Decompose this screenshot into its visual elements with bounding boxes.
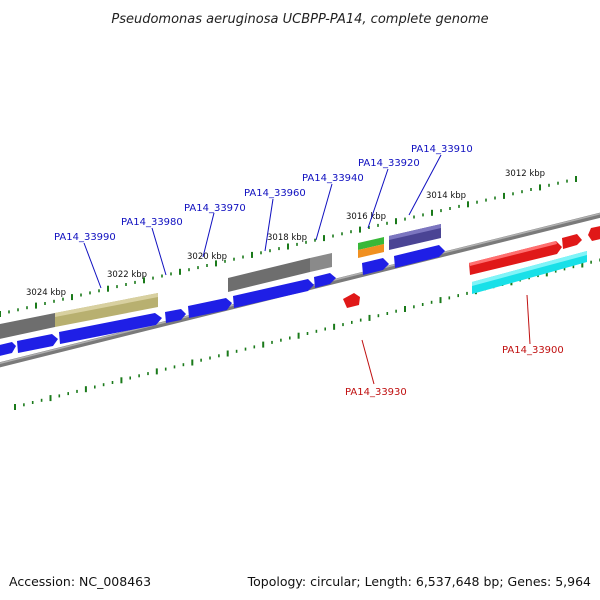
cds-arrow-forward[interactable] (394, 245, 445, 268)
cds-arrow-forward[interactable] (59, 313, 162, 344)
gene-labels: PA14_33990 PA14_33980 PA14_33970 PA14_33… (54, 144, 564, 398)
accession-text: Accession: NC_008463 (9, 574, 151, 589)
gene-label-PA14_33970[interactable]: PA14_33970 (184, 203, 246, 214)
leader-PA14_33900 (526, 294, 531, 345)
feature-track-outer (0, 224, 441, 340)
gene-label-PA14_33910[interactable]: PA14_33910 (411, 144, 473, 155)
cds-arrow-forward[interactable] (362, 258, 389, 275)
cds-arrow-forward[interactable] (0, 342, 16, 357)
gene-label-PA14_33990[interactable]: PA14_33990 (54, 232, 116, 243)
cds-track-reverse (343, 225, 600, 308)
cds-arrow-forward[interactable] (17, 334, 58, 353)
cds-arrow-forward[interactable] (233, 279, 314, 308)
gene-label-PA14_33930[interactable]: PA14_33930 (345, 387, 407, 398)
cds-arrow-forward[interactable] (165, 309, 186, 323)
gene-block-orange[interactable] (358, 244, 384, 258)
kbp-label-3024: 3024 kbp (26, 288, 66, 298)
kbp-label-3018: 3018 kbp (267, 233, 307, 243)
cds-arrow-reverse[interactable] (562, 234, 582, 249)
gene-label-PA14_33920[interactable]: PA14_33920 (358, 158, 420, 169)
gene-block-slate-highlight (389, 224, 441, 240)
leader-PA14_33970 (202, 212, 215, 258)
cds-arrow-forward[interactable] (188, 298, 232, 318)
leader-PA14_33910 (408, 154, 442, 216)
map-title: Pseudomonas aeruginosa UCBPP-PA14, compl… (111, 12, 488, 27)
cds-arrow-reverse[interactable] (469, 241, 562, 275)
kbp-label-3022: 3022 kbp (107, 270, 147, 280)
topology-text: Topology: circular; Length: 6,537,648 bp… (247, 574, 591, 589)
leader-PA14_33960 (264, 198, 274, 252)
gene-label-leaders (83, 154, 531, 385)
leader-PA14_33920 (367, 168, 389, 229)
cds-arrow-forward[interactable] (314, 273, 336, 288)
leader-PA14_33940 (315, 183, 333, 241)
gene-block-gray-mid[interactable] (228, 258, 310, 292)
kbp-label-3016: 3016 kbp (346, 212, 386, 222)
cds-arrow-reverse[interactable] (343, 293, 360, 308)
kbp-label-3020: 3020 kbp (187, 252, 227, 262)
kbp-label-3012: 3012 kbp (505, 169, 545, 179)
cds-arrow-reverse[interactable] (588, 225, 600, 241)
gene-block-gray-left[interactable] (0, 313, 55, 340)
gene-label-PA14_33900[interactable]: PA14_33900 (502, 345, 564, 356)
cds-track-forward (0, 245, 445, 357)
kbp-label-3014: 3014 kbp (426, 191, 466, 201)
kbp-labels: 3024 kbp 3022 kbp 3020 kbp 3018 kbp 3016… (26, 169, 545, 298)
gene-block-gray-mid-2[interactable] (310, 253, 332, 272)
cds-arrow-reverse-highlight (469, 241, 557, 266)
gene-label-PA14_33960[interactable]: PA14_33960 (244, 188, 306, 199)
gene-block-green[interactable] (358, 237, 384, 250)
leader-PA14_33980 (151, 227, 167, 276)
gene-label-PA14_33940[interactable]: PA14_33940 (302, 173, 364, 184)
kbp-tick-row-upper (0, 176, 577, 317)
leader-PA14_33930 (361, 339, 375, 385)
gene-block-cyan-highlight (472, 251, 587, 286)
gene-label-PA14_33980[interactable]: PA14_33980 (121, 217, 183, 228)
gene-block-olive-highlight (55, 293, 158, 317)
leader-PA14_33990 (83, 242, 102, 289)
